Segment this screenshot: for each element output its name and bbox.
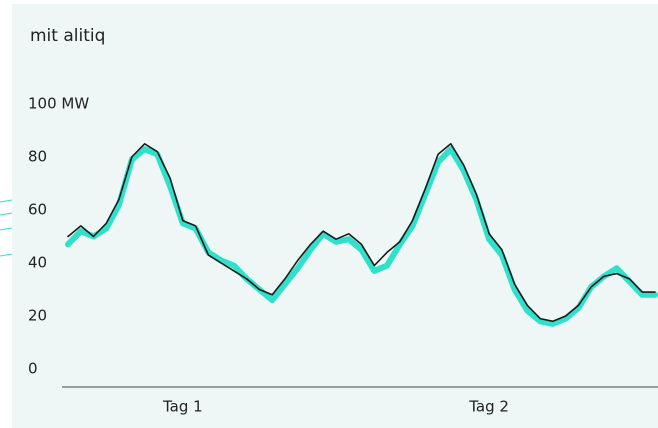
edge-decoration [0, 199, 13, 257]
y-tick-label: 20 [28, 307, 47, 325]
y-tick-label: 40 [28, 254, 47, 272]
chart-background [12, 4, 658, 428]
chart-title: mit alitiq [30, 26, 105, 46]
x-tick-label: Tag 2 [468, 398, 509, 416]
series-line [65, 146, 658, 327]
y-tick-label: 80 [28, 148, 47, 166]
series-line [67, 143, 656, 323]
y-tick-label: 100 MW [28, 95, 89, 113]
x-tick-label: Tag 1 [162, 398, 203, 416]
y-tick-label: 60 [28, 201, 47, 219]
y-tick-label: 0 [28, 360, 38, 378]
